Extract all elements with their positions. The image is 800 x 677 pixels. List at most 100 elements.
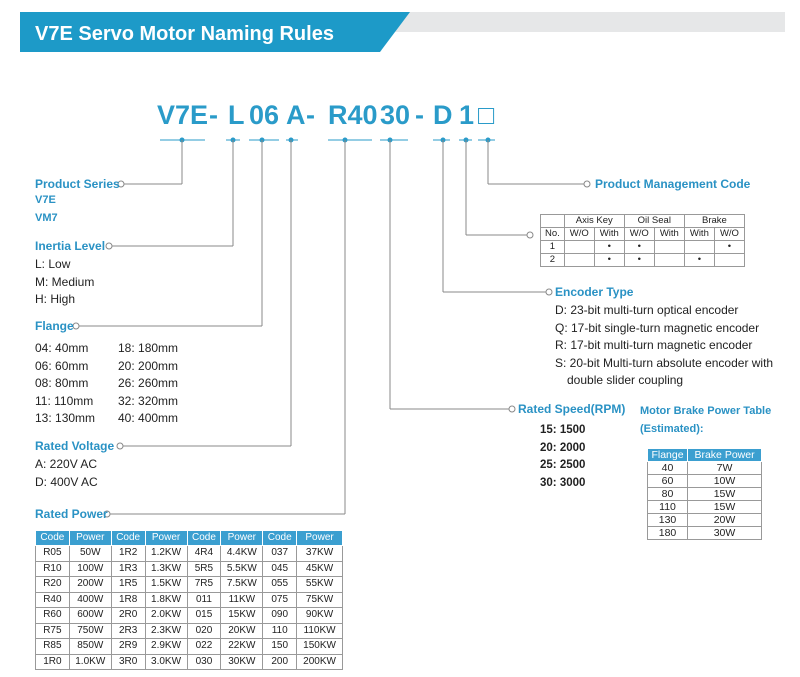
header-cell: With xyxy=(653,227,685,241)
table-cell: 3.0KW xyxy=(144,653,188,670)
section-title: Motor Brake Power Table xyxy=(640,405,772,417)
table-cell: 200W xyxy=(68,576,112,593)
table-cell: 2 xyxy=(540,253,565,267)
table-cell: 60 xyxy=(646,474,689,488)
table-cell xyxy=(683,240,715,254)
table-cell: 2R0 xyxy=(110,607,146,624)
header-row: Axis Key Oil Seal Brake xyxy=(540,214,746,228)
table-row: R75 750W 2R3 2.3KW 020 20KW 110 110KW xyxy=(35,622,343,639)
table-row: R60 600W 2R0 2.0KW 015 15KW 090 90KW xyxy=(35,607,343,624)
table-cell: 22KW xyxy=(220,638,264,655)
list-item: 20: 200mm xyxy=(118,358,179,373)
section-title: Flange xyxy=(35,319,74,333)
header-cell: With xyxy=(683,227,715,241)
table-cell: 2.0KW xyxy=(144,607,188,624)
header-row: No. W/O With W/O With With W/O xyxy=(540,227,746,241)
header-cell: W/O xyxy=(563,227,595,241)
table-cell: 150KW xyxy=(296,638,343,655)
list-item: D: 23-bit multi-turn optical encoder xyxy=(555,303,739,317)
table-cell: 15W xyxy=(687,500,762,514)
table-cell: 150 xyxy=(262,638,298,655)
connector-end xyxy=(117,180,125,188)
list-item: 11: 110mm xyxy=(35,393,94,408)
table-cell: 850W xyxy=(68,638,112,655)
table-cell: 7.5KW xyxy=(220,576,264,593)
table-cell: • xyxy=(713,240,746,254)
table-cell: 7R5 xyxy=(186,576,222,593)
header-cell: Code xyxy=(262,530,298,546)
list-item: S: 20-bit Multi-turn absolute encoder wi… xyxy=(555,355,774,388)
header-cell: No. xyxy=(540,227,565,241)
table-cell: 15W xyxy=(687,487,762,501)
table-row: R10 100W 1R3 1.3KW 5R5 5.5KW 045 45KW xyxy=(35,560,343,577)
list-item: 04: 40mm xyxy=(35,341,89,355)
table-row: 1 • • • xyxy=(540,240,746,254)
header-cell: Brake Power xyxy=(687,448,762,462)
connector-end xyxy=(583,180,591,188)
table-cell: 1 xyxy=(540,240,565,254)
section-title: Product Management Code xyxy=(595,177,751,191)
connector-end xyxy=(105,242,113,250)
list-item: 13: 130mm xyxy=(35,411,96,425)
table-cell: 200 xyxy=(262,653,298,670)
table-cell: 2.3KW xyxy=(144,622,188,639)
table-cell xyxy=(563,253,595,267)
table-cell: 80 xyxy=(646,487,689,501)
table-cell: 50W xyxy=(68,545,112,562)
table-row: R40 400W 1R8 1.8KW 011 11KW 075 75KW xyxy=(35,591,343,608)
table-cell: 2.9KW xyxy=(144,638,188,655)
table-cell: R10 xyxy=(35,560,70,577)
header-cell: Power xyxy=(220,530,264,546)
code-segment: V7E xyxy=(157,100,208,130)
table-cell: 015 xyxy=(186,607,222,624)
header-cell: Power xyxy=(296,530,343,546)
table-cell: 022 xyxy=(186,638,222,655)
code-segment: R40 xyxy=(328,100,378,130)
table-cell: 1.3KW xyxy=(144,560,188,577)
table-cell: 10W xyxy=(687,474,762,488)
table-cell: 7W xyxy=(687,461,762,475)
table-cell: 1R8 xyxy=(110,591,146,608)
table-cell: 30W xyxy=(687,526,762,540)
table-cell: 4R4 xyxy=(186,545,222,562)
table-cell: 045 xyxy=(262,560,298,577)
table-cell: 45KW xyxy=(296,560,343,577)
table-cell: 55KW xyxy=(296,576,343,593)
list-item: 25: 2500 xyxy=(540,459,586,471)
table-cell: • xyxy=(593,253,625,267)
table-cell: 5.5KW xyxy=(220,560,264,577)
table-row: 110 15W xyxy=(646,500,762,514)
table-cell: 5R5 xyxy=(186,560,222,577)
table-cell: R75 xyxy=(35,622,70,639)
table-row: R85 850W 2R9 2.9KW 022 22KW 150 150KW xyxy=(35,638,343,655)
list-item: H: High xyxy=(35,292,76,306)
list-item: VM7 xyxy=(35,211,58,224)
header-cell: Code xyxy=(186,530,222,546)
table-cell: 37KW xyxy=(296,545,343,562)
code-segment: A xyxy=(286,100,306,130)
table-cell: 90KW xyxy=(296,607,343,624)
code-segment: - xyxy=(306,100,315,130)
connector-end xyxy=(103,510,111,518)
table-cell: 110 xyxy=(262,622,298,639)
list-item: 40: 400mm xyxy=(118,411,179,425)
code-segment: 30 xyxy=(380,100,410,130)
table-cell: 20W xyxy=(687,513,762,527)
list-item: Q: 17-bit single-turn magnetic encoder xyxy=(555,320,760,335)
header-cell: Brake xyxy=(683,214,746,228)
list-item: A: 220V AC xyxy=(35,457,98,471)
table-cell: • xyxy=(623,253,655,267)
table-cell: R85 xyxy=(35,638,70,655)
table-cell: 075 xyxy=(262,591,298,608)
code-segment: 1 xyxy=(459,100,474,130)
table-cell: 1.8KW xyxy=(144,591,188,608)
header-cell: W/O xyxy=(623,227,655,241)
code-segment: L xyxy=(228,100,245,130)
page-title: V7E Servo Motor Naming Rules xyxy=(35,23,334,45)
management-table: Axis Key Oil Seal Brake No. W/O With W/O With Wi… xyxy=(540,214,746,267)
table-row: 2 • • • xyxy=(540,253,746,267)
section-title: (Estimated): xyxy=(640,423,704,435)
table-cell: 2R3 xyxy=(110,622,146,639)
connector-end xyxy=(508,405,516,413)
